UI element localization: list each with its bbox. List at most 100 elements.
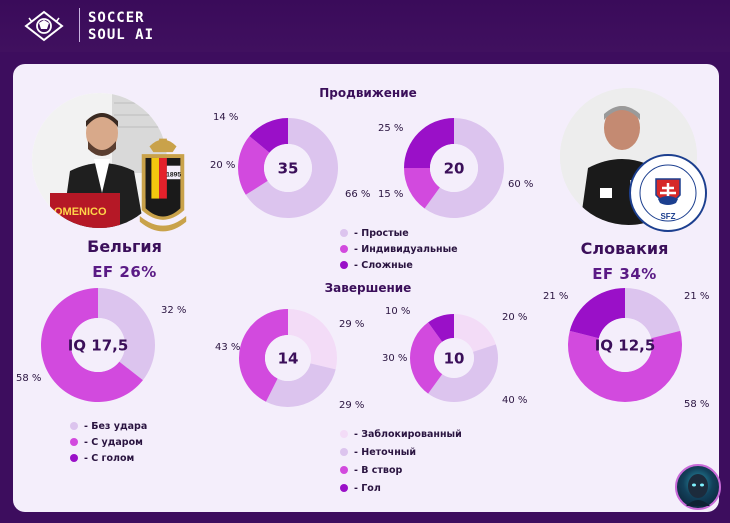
- legend-swatch: [70, 438, 78, 446]
- label-belgium-progression-individual: 20 %: [210, 160, 236, 171]
- legend-label: - Гол: [354, 482, 381, 494]
- donut-slice-С голом: [569, 288, 625, 339]
- donut-center-label: 20: [444, 159, 465, 177]
- donut-hole: [598, 318, 652, 372]
- section-title-finishing: Завершение: [324, 281, 412, 295]
- ef-left: EF 26%: [92, 263, 157, 281]
- legend-swatch: [340, 245, 348, 253]
- coach-portrait-icon: OMENICO: [32, 93, 167, 228]
- shirt-text: OMENICO: [54, 206, 107, 218]
- donut-slice-Простые: [424, 118, 504, 218]
- belgium-coach-photo: OMENICO: [32, 93, 167, 228]
- donut-belgium-finishing: 14: [239, 309, 337, 407]
- donut-slice-В створ: [239, 309, 288, 402]
- donut-center-label: 35: [278, 159, 299, 177]
- legend-item: - В створ: [340, 461, 462, 479]
- legend-item: - Заблокированный: [340, 425, 462, 443]
- donut-slovakia-progression: 20: [404, 118, 504, 218]
- donut-slice-С ударом: [568, 330, 682, 402]
- brand-line-1: SOCCER: [88, 10, 145, 26]
- legend-progression: - Простые - Индивидуальные - Сложные: [340, 225, 458, 273]
- label-slovakia-progression-individual: 15 %: [378, 189, 404, 200]
- donut-center-label: 14: [278, 349, 299, 367]
- donut-belgium-shots: IQ 17,5: [41, 288, 155, 402]
- legend-item: - Без удара: [70, 418, 147, 434]
- label-belgium-finishing-blocked: 29 %: [339, 319, 365, 330]
- legend-swatch: [340, 448, 348, 456]
- legend-label: - Индивидуальные: [354, 243, 458, 255]
- team-name-left: Бельгия: [87, 237, 162, 256]
- donut-hole: [430, 144, 478, 192]
- donut-slice-Без удара: [98, 288, 155, 381]
- label-belgium-progression-complex: 14 %: [213, 112, 239, 123]
- label-belgium-shots-with: 58 %: [16, 373, 42, 384]
- donut-slice-Индивидуальные: [404, 168, 440, 209]
- donut-slice-Неточный: [428, 344, 498, 402]
- donut-center-label: IQ 17,5: [68, 336, 129, 354]
- legend-shots: - Без удара - С ударом - С голом: [70, 418, 147, 466]
- label-belgium-shots-none: 32 %: [161, 305, 187, 316]
- donut-slice-В створ: [410, 322, 443, 394]
- section-title-progression: Продвижение: [319, 86, 417, 100]
- legend-label: - Сложные: [354, 259, 413, 271]
- donut-slice-С ударом: [41, 288, 143, 402]
- brain-ball-logo-icon: [24, 10, 64, 42]
- donut-slice-Заблокированный: [454, 314, 496, 352]
- donut-hole: [71, 318, 125, 372]
- donut-slice-Сложные: [249, 118, 288, 153]
- slovakia-crest-icon: SFZ: [629, 154, 707, 232]
- donut-slice-Индивидуальные: [238, 136, 270, 195]
- logo-divider: [79, 8, 80, 42]
- donut-slice-Без удара: [625, 288, 681, 339]
- donut-slovakia-shots: IQ 12,5: [568, 288, 682, 402]
- donut-hole: [265, 335, 311, 381]
- label-slovakia-finishing-blocked: 20 %: [502, 312, 528, 323]
- belgium-crest-icon: 1895: [139, 138, 187, 232]
- legend-label: - Неточный: [354, 446, 417, 458]
- donut-slovakia-finishing: 10: [410, 314, 498, 402]
- legend-label: - Заблокированный: [354, 428, 462, 440]
- legend-label: - С ударом: [84, 436, 143, 448]
- label-slovakia-shots-none: 21 %: [684, 291, 710, 302]
- donut-center-label: 10: [444, 349, 465, 367]
- label-slovakia-finishing-goal: 10 %: [385, 306, 411, 317]
- legend-item: - С голом: [70, 450, 147, 466]
- label-slovakia-progression-complex: 25 %: [378, 123, 404, 134]
- legend-label: - В створ: [354, 464, 403, 476]
- donut-slice-Сложные: [404, 118, 454, 168]
- team-name-right: Словакия: [580, 239, 669, 258]
- label-slovakia-shots-goal: 21 %: [543, 291, 569, 302]
- ai-assistant-avatar[interactable]: [675, 464, 721, 510]
- crest-abbr: SFZ: [660, 212, 675, 221]
- label-belgium-finishing-inaccurate: 29 %: [339, 400, 365, 411]
- legend-label: - Простые: [354, 227, 409, 239]
- brand-name: SOCCER SOUL AI: [88, 10, 154, 44]
- legend-swatch: [340, 261, 348, 269]
- label-slovakia-finishing-inaccurate: 40 %: [502, 395, 528, 406]
- label-slovakia-progression-simple: 60 %: [508, 179, 534, 190]
- label-slovakia-shots-with: 58 %: [684, 399, 710, 410]
- legend-item: - С ударом: [70, 434, 147, 450]
- donut-hole: [434, 338, 474, 378]
- donut-slice-Заблокированный: [288, 309, 337, 370]
- legend-item: - Сложные: [340, 257, 458, 273]
- legend-swatch: [70, 422, 78, 430]
- legend-item: - Неточный: [340, 443, 462, 461]
- donut-center-label: IQ 12,5: [595, 336, 656, 354]
- legend-item: - Простые: [340, 225, 458, 241]
- legend-label: - Без удара: [84, 420, 148, 432]
- donut-belgium-progression: 35: [238, 118, 338, 218]
- top-bar: SOCCER SOUL AI: [0, 0, 730, 52]
- legend-swatch: [340, 466, 348, 474]
- legend-swatch: [70, 454, 78, 462]
- ef-right: EF 34%: [592, 265, 657, 283]
- label-slovakia-finishing-ontarget: 30 %: [382, 353, 408, 364]
- crest-year: 1895: [166, 171, 181, 178]
- legend-label: - С голом: [84, 452, 135, 464]
- donut-slice-Неточный: [265, 363, 336, 407]
- donut-slice-Простые: [245, 118, 338, 218]
- donut-hole: [264, 144, 312, 192]
- legend-finishing: - Заблокированный - Неточный - В створ -…: [340, 425, 462, 497]
- brand-line-2: SOUL AI: [88, 27, 155, 43]
- label-belgium-progression-simple: 66 %: [345, 189, 371, 200]
